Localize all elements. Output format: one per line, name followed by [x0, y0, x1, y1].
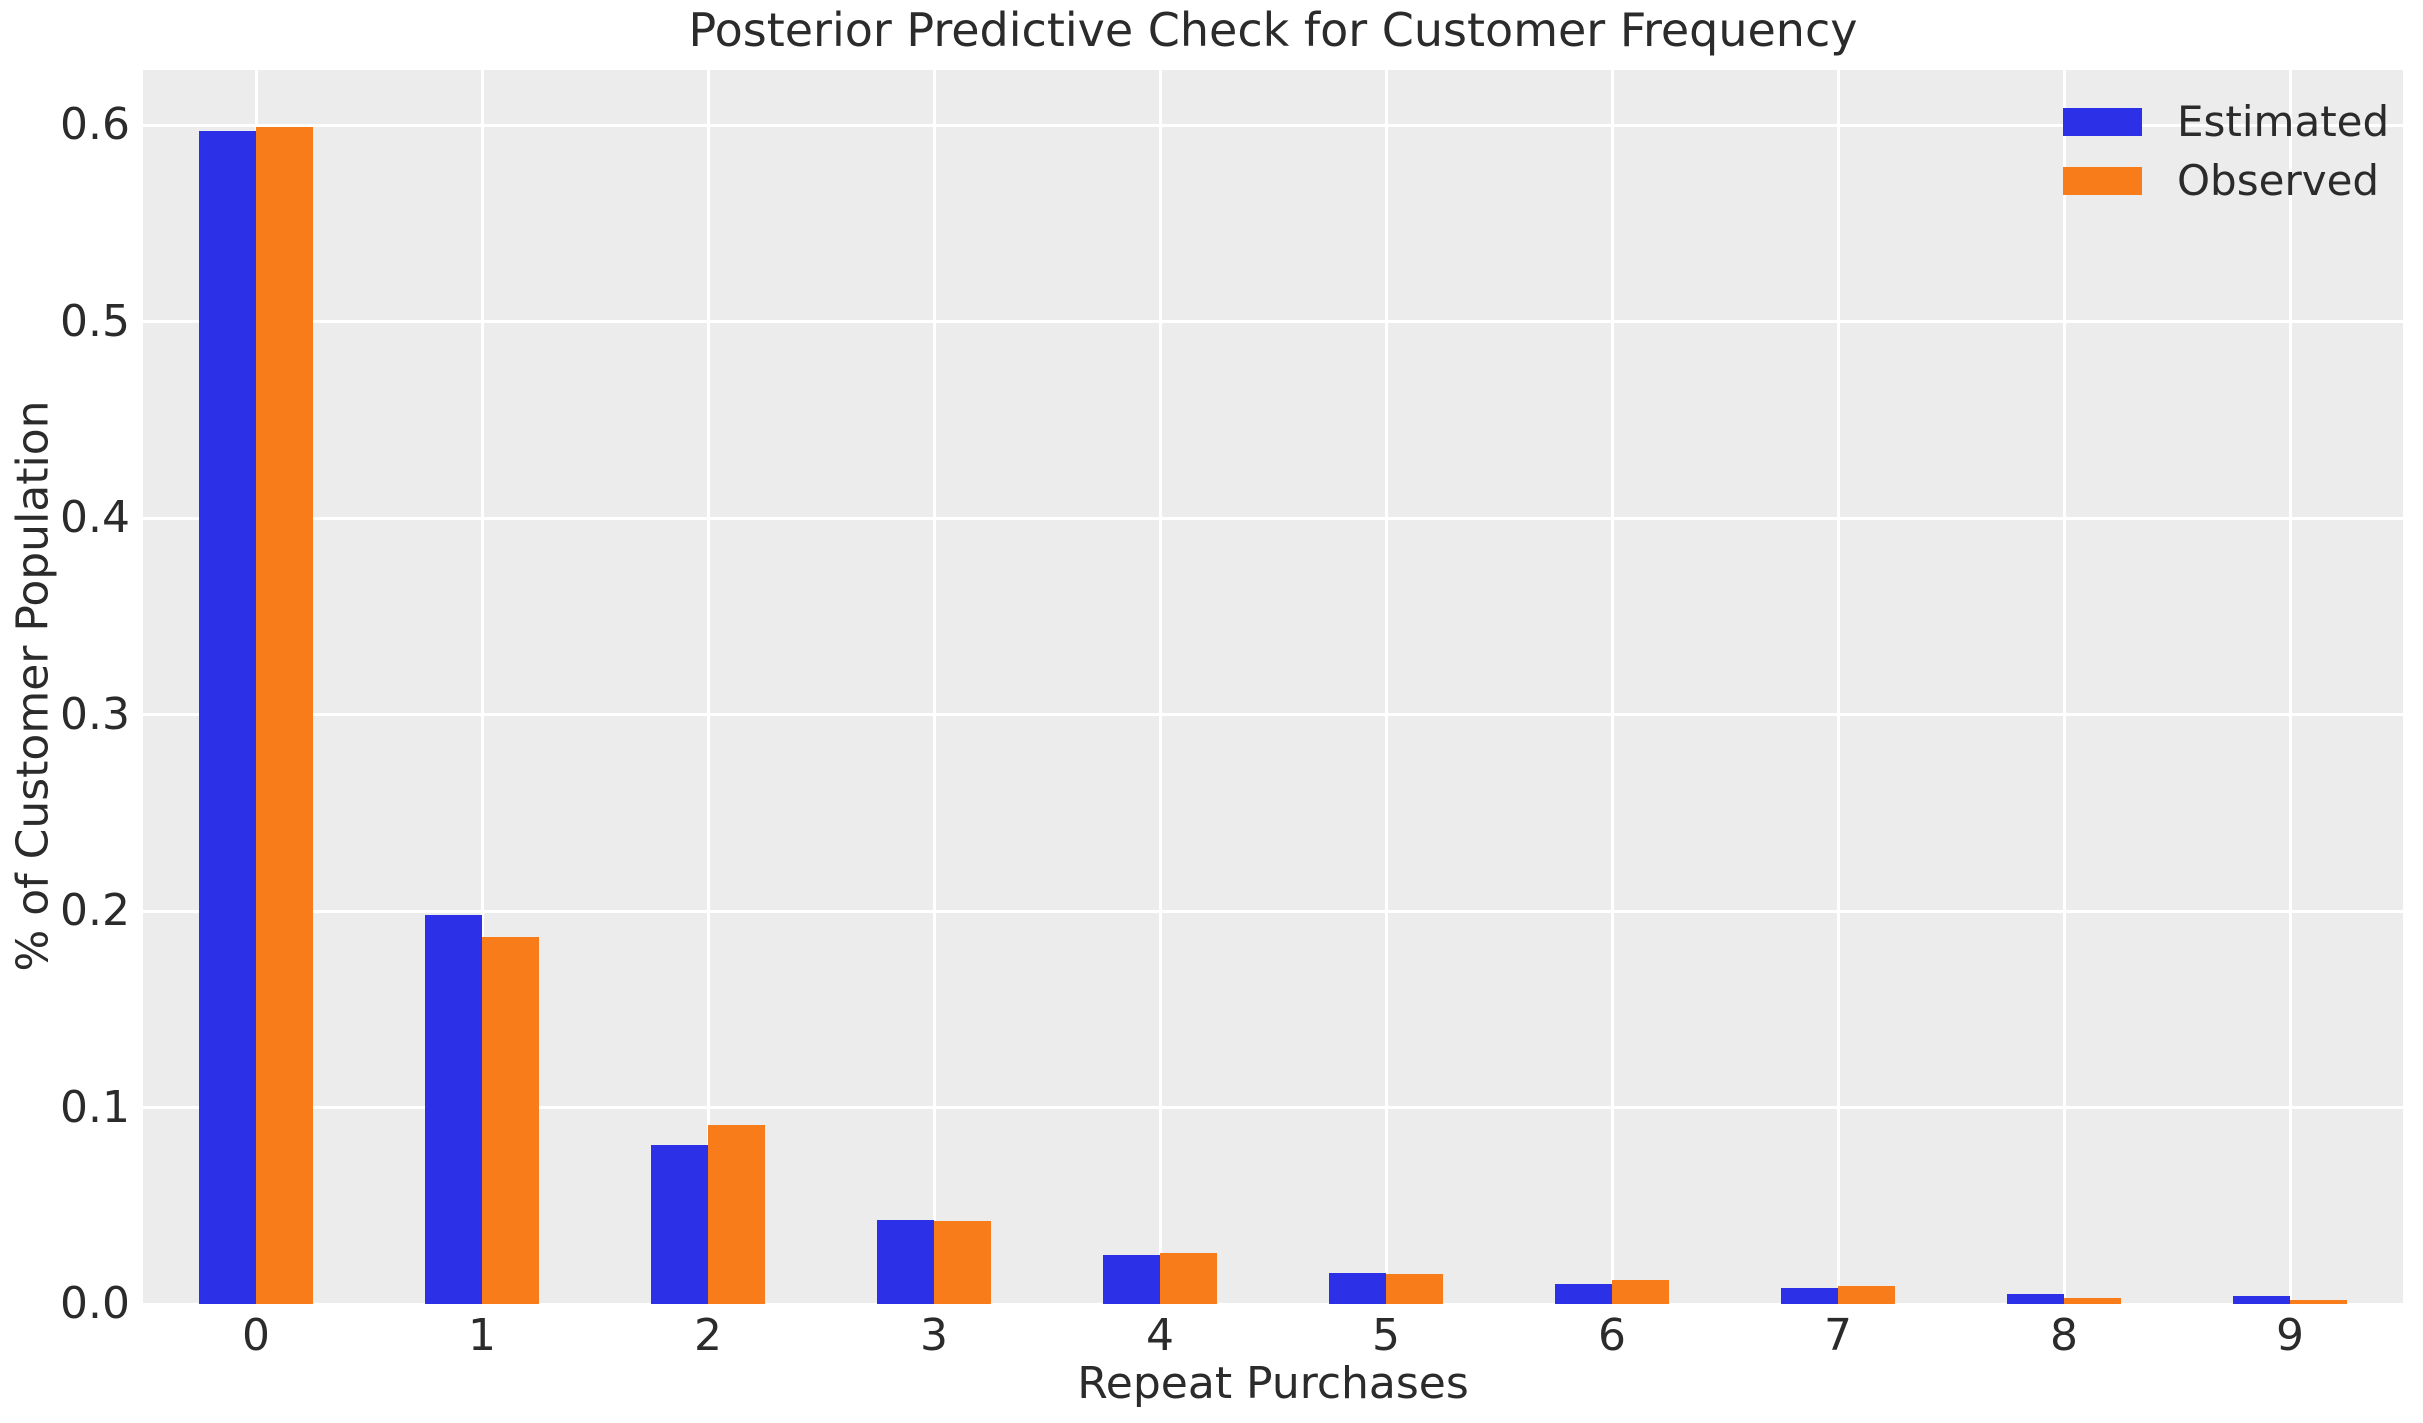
bar-observed-8: [2064, 1298, 2121, 1304]
bar-estimated-7: [1781, 1288, 1838, 1304]
bar-observed-9: [2290, 1300, 2347, 1304]
legend-swatch-observed: [2063, 166, 2142, 195]
vertical-gridline: [1384, 70, 1388, 1304]
y-tick-label: 0.5: [60, 295, 130, 347]
x-tick-label: 2: [694, 1310, 722, 1361]
x-tick-label: 3: [920, 1310, 948, 1361]
bar-observed-1: [482, 937, 539, 1304]
y-tick-label: 0.0: [60, 1278, 130, 1329]
bar-estimated-2: [651, 1145, 708, 1304]
y-tick-label: 0.1: [60, 1081, 130, 1133]
legend-item-observed: Observed: [2063, 151, 2389, 210]
legend-swatch-estimated: [2063, 107, 2142, 136]
bar-estimated-9: [2233, 1296, 2290, 1304]
bar-estimated-0: [199, 131, 256, 1304]
x-tick-label: 1: [468, 1310, 496, 1361]
x-tick-label: 8: [2050, 1310, 2078, 1361]
bar-estimated-5: [1329, 1273, 1386, 1304]
chart-title: Posterior Predictive Check for Customer …: [688, 3, 1858, 57]
bar-observed-0: [256, 127, 313, 1304]
x-tick-label: 9: [2276, 1310, 2304, 1361]
bar-observed-4: [1160, 1253, 1217, 1304]
horizontal-gridline: [143, 1106, 2403, 1109]
bar-estimated-6: [1555, 1284, 1612, 1304]
x-tick-label: 0: [242, 1310, 270, 1361]
horizontal-gridline: [143, 123, 2403, 127]
vertical-gridline: [2288, 70, 2292, 1304]
bar-observed-5: [1386, 1274, 1443, 1304]
horizontal-gridline: [143, 516, 2403, 520]
x-tick-label: 4: [1146, 1310, 1174, 1361]
vertical-gridline: [932, 70, 936, 1304]
bar-observed-3: [934, 1221, 991, 1304]
bar-estimated-1: [425, 915, 482, 1304]
legend-label: Estimated: [2177, 97, 2390, 146]
vertical-gridline: [480, 70, 484, 1304]
bar-estimated-8: [2007, 1294, 2064, 1304]
legend: Estimated Observed: [2063, 92, 2389, 210]
bar-observed-6: [1612, 1280, 1669, 1304]
bar-observed-2: [708, 1125, 765, 1304]
legend-item-estimated: Estimated: [2063, 92, 2389, 151]
horizontal-gridline: [143, 909, 2403, 913]
vertical-gridline: [1836, 70, 1840, 1304]
vertical-gridline: [1610, 70, 1614, 1304]
vertical-gridline: [1158, 70, 1162, 1304]
horizontal-gridline: [143, 320, 2403, 324]
y-tick-label: 0.2: [60, 885, 130, 936]
x-tick-label: 7: [1824, 1310, 1852, 1361]
y-tick-label: 0.6: [60, 99, 130, 151]
bar-estimated-3: [877, 1220, 934, 1304]
x-tick-label: 5: [1372, 1310, 1400, 1361]
horizontal-gridline: [143, 713, 2403, 716]
vertical-gridline: [2062, 70, 2066, 1304]
vertical-gridline: [706, 70, 710, 1304]
plot-area: [143, 70, 2403, 1306]
y-tick-label: 0.4: [60, 492, 130, 543]
x-axis-label: Repeat Purchases: [1077, 1358, 1469, 1409]
bar-observed-7: [1838, 1286, 1895, 1304]
legend-label: Observed: [2177, 156, 2380, 205]
y-tick-label: 0.3: [60, 688, 130, 740]
bar-estimated-4: [1103, 1255, 1160, 1304]
horizontal-gridline: [143, 1302, 2403, 1306]
x-tick-label: 6: [1598, 1310, 1626, 1361]
